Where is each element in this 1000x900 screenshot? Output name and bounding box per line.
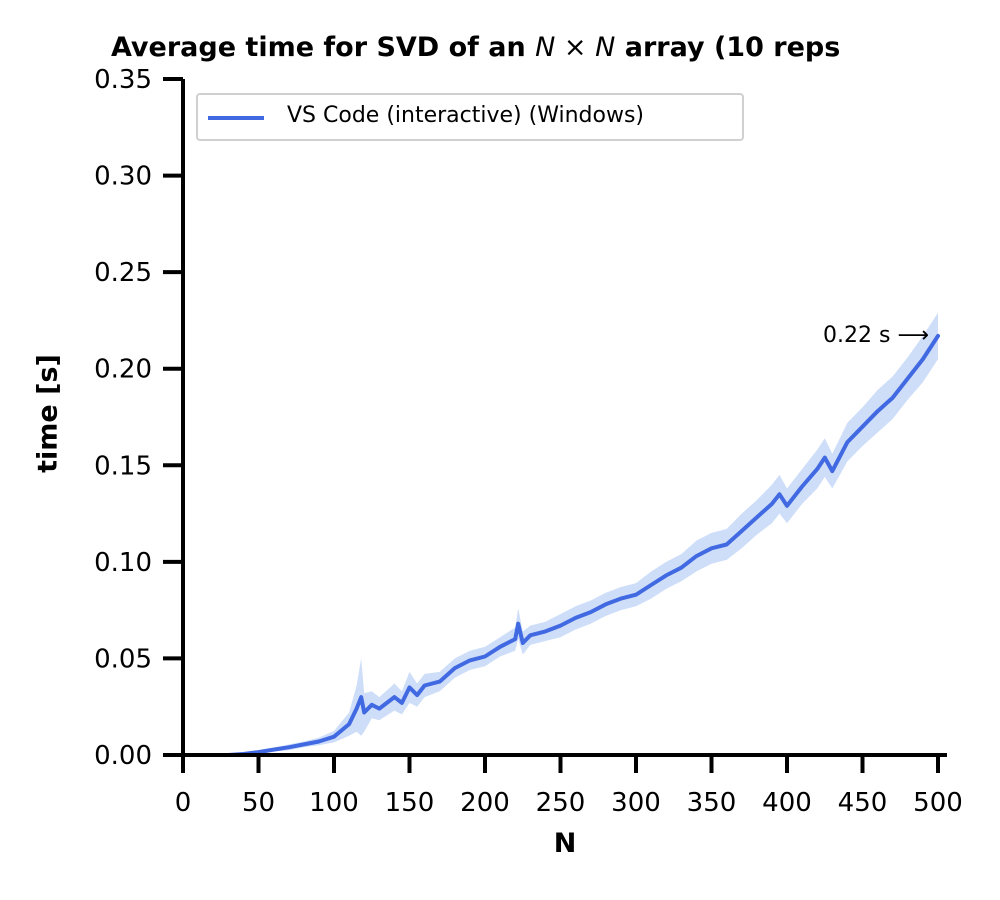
legend: VS Code (interactive) (Windows) <box>196 93 744 141</box>
confidence-band <box>183 312 938 755</box>
x-tick-label: 200 <box>460 788 510 818</box>
series-line <box>181 333 940 757</box>
y-tick-layer: 0.00 0.05 0.10 0.15 0.20 0.25 0.30 0.35 <box>94 65 183 771</box>
chart-title-math: N × N <box>535 32 616 63</box>
x-axis-label: N <box>553 828 577 859</box>
end-value-annotation: 0.22 s ⟶ <box>823 323 929 348</box>
x-tick-label: 250 <box>536 788 586 818</box>
y-tick-label: 0.30 <box>94 162 152 192</box>
chart-title-suffix: array (10 reps <box>615 32 841 63</box>
chart-title: Average time for SVD of an N × N array (… <box>111 32 1000 72</box>
confidence-band-layer <box>183 312 938 755</box>
legend-label: VS Code (interactive) (Windows) <box>287 103 644 128</box>
x-tick-label: 350 <box>687 788 737 818</box>
x-tick-label: 0 <box>175 788 192 818</box>
x-tick-label: 500 <box>913 788 963 818</box>
chart-title-prefix: Average time for SVD of an <box>111 32 536 63</box>
y-tick-label: 0.00 <box>94 741 152 771</box>
y-tick-label: 0.10 <box>94 548 152 578</box>
series-line-layer <box>181 333 940 757</box>
x-tick-label: 150 <box>385 788 435 818</box>
y-tick-label: 0.20 <box>94 355 152 385</box>
y-axis-label: time [s] <box>32 354 64 473</box>
y-tick-label: 0.25 <box>94 258 152 288</box>
x-tick-label: 400 <box>762 788 812 818</box>
y-axis-label-wrap: time [s] <box>28 340 68 500</box>
x-tick-layer: 0 50 100 150 200 250 300 350 400 450 500 <box>175 755 963 818</box>
x-tick-label: 50 <box>242 788 275 818</box>
x-tick-label: 450 <box>838 788 888 818</box>
y-tick-label: 0.05 <box>94 644 152 674</box>
y-tick-label: 0.35 <box>94 65 152 95</box>
axes-layer <box>181 79 947 757</box>
legend-swatch <box>208 116 264 120</box>
x-tick-label: 300 <box>611 788 661 818</box>
x-tick-label: 100 <box>309 788 359 818</box>
y-tick-label: 0.15 <box>94 451 152 481</box>
